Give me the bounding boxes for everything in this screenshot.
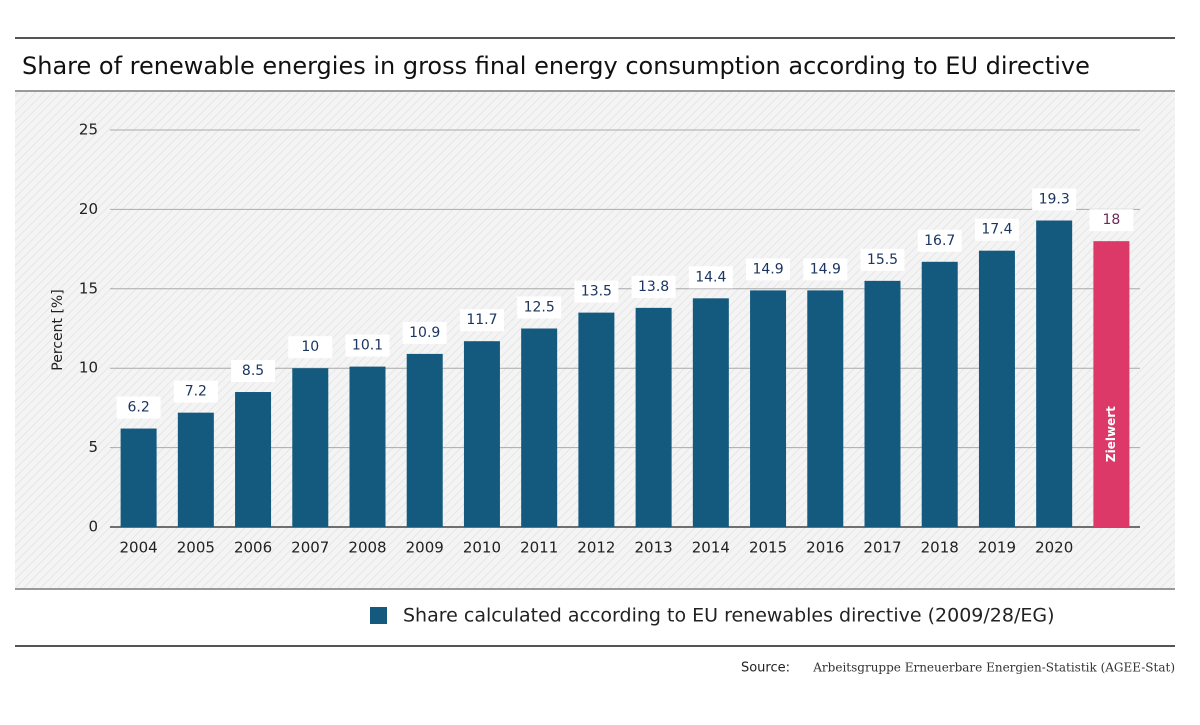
x-tick-label: 2005 — [177, 539, 215, 557]
legend-label: Share calculated according to EU renewab… — [403, 605, 1055, 627]
value-label-background — [860, 248, 905, 271]
value-label: 19.3 — [1039, 192, 1070, 208]
bar — [978, 250, 1015, 528]
value-label: 7.2 — [185, 384, 207, 400]
bar — [1093, 241, 1130, 527]
value-label: 13.5 — [581, 284, 612, 300]
x-tick-label: 2011 — [520, 539, 558, 557]
bar — [864, 280, 901, 527]
value-label: 14.9 — [752, 261, 783, 277]
bar — [406, 353, 443, 527]
y-tick-label: 0 — [88, 518, 98, 536]
x-tick-label: 2008 — [348, 539, 386, 557]
bar — [521, 328, 558, 527]
y-tick-label: 25 — [79, 121, 98, 139]
value-label: 15.5 — [867, 252, 898, 268]
value-label-background — [517, 296, 562, 319]
value-label: 13.8 — [638, 279, 669, 295]
bar — [578, 312, 615, 527]
x-tick-label: 2010 — [463, 539, 501, 557]
bar — [235, 392, 272, 527]
value-label: 10 — [301, 339, 319, 355]
bar — [750, 290, 787, 527]
value-label-background — [402, 321, 447, 344]
y-tick-label: 15 — [79, 279, 98, 297]
value-label-background — [746, 258, 791, 281]
bar — [692, 298, 729, 527]
value-label: 8.5 — [242, 363, 264, 379]
bar — [1036, 220, 1073, 528]
source-label: Source: — [741, 661, 790, 676]
value-label: 10.1 — [352, 338, 383, 354]
bar — [463, 341, 500, 527]
value-label-background — [974, 218, 1019, 241]
x-tick-label: 2009 — [406, 539, 444, 557]
value-label-background — [631, 275, 676, 298]
x-tick-label: 2020 — [1035, 539, 1073, 557]
chart-title: Share of renewable energies in gross fin… — [22, 52, 1090, 80]
legend-swatch — [370, 607, 387, 624]
x-tick-label: 2016 — [806, 539, 844, 557]
value-label-background — [459, 309, 504, 332]
y-axis-label: Percent [%] — [50, 289, 66, 370]
value-label: 16.7 — [924, 233, 955, 249]
value-label-background — [917, 229, 962, 252]
value-label-background — [288, 336, 333, 359]
y-tick-label: 10 — [79, 359, 98, 377]
value-label: 14.4 — [695, 269, 726, 285]
x-tick-label: 2015 — [749, 539, 787, 557]
value-label-background — [574, 280, 619, 303]
value-label-background — [173, 380, 218, 403]
x-tick-label: 2013 — [635, 539, 673, 557]
annotation: Zielwert — [1104, 406, 1118, 462]
bar — [635, 307, 672, 527]
value-label: 17.4 — [981, 222, 1012, 238]
x-tick-label: 2018 — [921, 539, 959, 557]
value-label: 12.5 — [524, 300, 555, 316]
x-tick-label: 2012 — [577, 539, 615, 557]
value-label-background — [345, 334, 390, 357]
y-tick-label: 20 — [79, 200, 98, 218]
y-tick-label: 5 — [88, 438, 98, 456]
bar — [349, 366, 386, 527]
x-tick-label: 2007 — [291, 539, 329, 557]
value-label-background — [688, 266, 733, 289]
bar — [120, 428, 157, 527]
x-tick-label: 2017 — [863, 539, 901, 557]
x-tick-label: 2004 — [120, 539, 158, 557]
source: Arbeitsgruppe Erneuerbare Energien-Stati… — [812, 661, 1175, 675]
x-tick-label: 2019 — [978, 539, 1016, 557]
value-label-background — [231, 360, 276, 383]
value-label: 18 — [1102, 212, 1120, 228]
bar — [292, 368, 329, 527]
value-label: 6.2 — [127, 400, 149, 416]
bar — [921, 261, 958, 527]
value-label-background — [803, 258, 848, 281]
bar — [177, 412, 214, 527]
value-label: 11.7 — [466, 312, 497, 328]
value-label-background — [116, 396, 161, 419]
value-label-background — [1089, 209, 1134, 232]
value-label: 14.9 — [810, 261, 841, 277]
x-tick-label: 2006 — [234, 539, 272, 557]
value-label-background — [1032, 188, 1077, 211]
x-tick-label: 2014 — [692, 539, 730, 557]
bar — [807, 290, 844, 527]
value-label: 10.9 — [409, 325, 440, 341]
